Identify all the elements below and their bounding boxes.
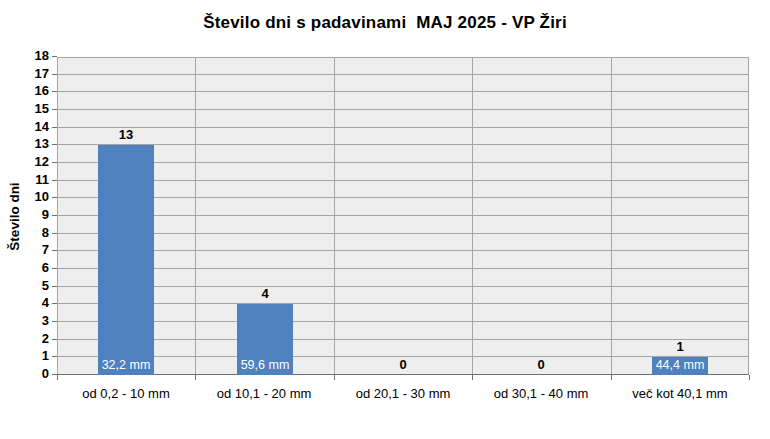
y-tick-label: 0 [20, 367, 49, 381]
y-tick-label: 2 [20, 332, 49, 346]
y-axis-tick [52, 215, 57, 216]
y-axis-tick [52, 74, 57, 75]
gridline [57, 268, 749, 269]
y-tick-label: 11 [20, 173, 49, 187]
bar-value-label: 0 [501, 358, 581, 372]
y-axis-tick [52, 127, 57, 128]
y-tick-label: 5 [20, 279, 49, 293]
y-tick-label: 17 [20, 67, 49, 81]
y-axis-tick [52, 162, 57, 163]
bar-chart: Število dni s padavinami MAJ 2025 - VP Ž… [0, 0, 770, 439]
gridline [334, 57, 335, 375]
gridline [57, 109, 749, 110]
x-axis-tick [611, 375, 612, 380]
y-axis-tick [52, 321, 57, 322]
y-tick-label: 9 [20, 208, 49, 222]
gridline [611, 57, 612, 375]
gridline [57, 91, 749, 92]
bar-mm-label: 44,4 mm [652, 357, 708, 374]
gridline [472, 57, 473, 375]
gridline [57, 303, 749, 304]
bar-value-label: 0 [363, 358, 443, 372]
bar [98, 145, 154, 375]
bar-value-label: 13 [86, 128, 166, 142]
gridline [57, 321, 749, 322]
x-axis-tick [334, 375, 335, 380]
x-axis-tick [57, 375, 58, 380]
x-axis-tick [195, 375, 196, 380]
category-label: od 30,1 - 40 mm [472, 386, 610, 401]
category-label: od 20,1 - 30 mm [334, 386, 472, 401]
y-tick-label: 15 [20, 102, 49, 116]
y-axis-tick [52, 356, 57, 357]
category-label: več kot 40,1 mm [611, 386, 749, 401]
gridline [57, 233, 749, 234]
y-axis-tick [52, 339, 57, 340]
y-axis-tick [52, 91, 57, 92]
y-axis-tick [52, 268, 57, 269]
gridline [57, 215, 749, 216]
gridline [57, 74, 749, 75]
y-tick-label: 18 [20, 49, 49, 63]
y-tick-label: 4 [20, 296, 49, 310]
y-axis-tick [52, 197, 57, 198]
bar-value-label: 4 [225, 287, 305, 301]
y-tick-label: 12 [20, 155, 49, 169]
y-axis-tick [52, 250, 57, 251]
gridline [57, 286, 749, 287]
gridline [57, 250, 749, 251]
y-tick-label: 16 [20, 84, 49, 98]
y-axis-tick [52, 233, 57, 234]
y-tick-label: 14 [20, 120, 49, 134]
x-axis-line [57, 374, 749, 375]
y-tick-label: 10 [20, 190, 49, 204]
category-label: od 10,1 - 20 mm [195, 386, 333, 401]
y-tick-label: 7 [20, 243, 49, 257]
chart-title: Število dni s padavinami MAJ 2025 - VP Ž… [0, 13, 770, 33]
bar-value-label: 1 [640, 340, 720, 354]
y-axis-tick [52, 56, 57, 57]
y-tick-label: 8 [20, 226, 49, 240]
gridline [57, 162, 749, 163]
y-axis-tick [52, 180, 57, 181]
y-axis-tick [52, 303, 57, 304]
y-tick-label: 3 [20, 314, 49, 328]
category-label: od 0,2 - 10 mm [57, 386, 195, 401]
y-tick-label: 6 [20, 261, 49, 275]
gridline [57, 144, 749, 145]
x-axis-tick [472, 375, 473, 380]
gridline [195, 57, 196, 375]
plot-area [57, 57, 749, 375]
bar-mm-label: 59,6 mm [237, 357, 293, 374]
y-axis-tick [52, 144, 57, 145]
gridline [57, 180, 749, 181]
y-tick-label: 1 [20, 349, 49, 363]
bar-mm-label: 32,2 mm [98, 357, 154, 374]
gridline [57, 197, 749, 198]
y-tick-label: 13 [20, 137, 49, 151]
y-axis-tick [52, 286, 57, 287]
x-axis-tick [749, 375, 750, 380]
y-axis-tick [52, 109, 57, 110]
